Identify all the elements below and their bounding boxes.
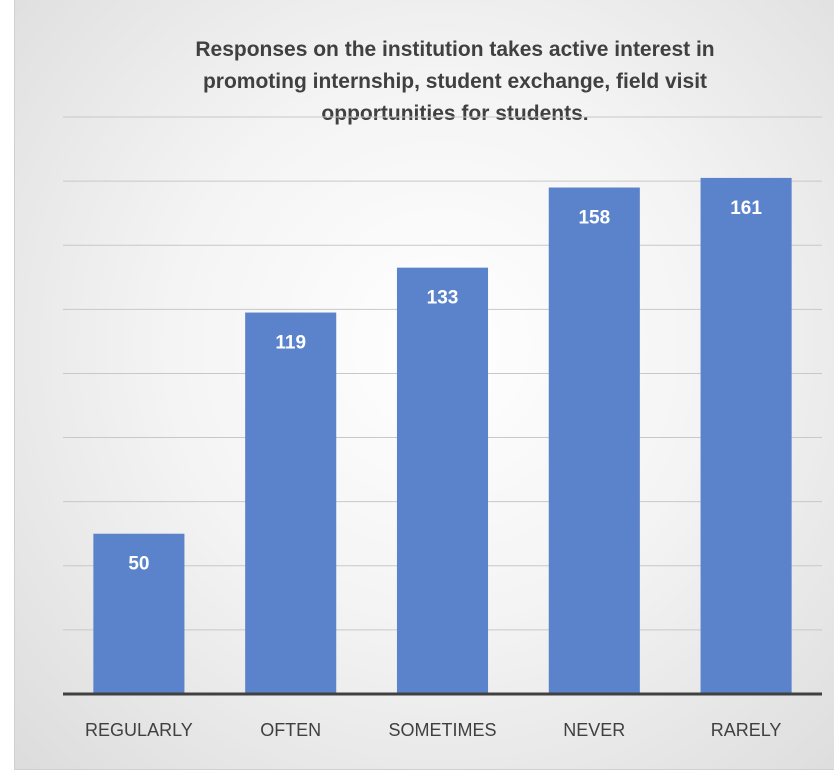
x-tick-label-regularly: REGULARLY bbox=[85, 720, 193, 740]
data-label-never: 158 bbox=[578, 208, 610, 229]
x-tick-label-rarely: RARELY bbox=[711, 720, 782, 740]
data-label-often: 119 bbox=[275, 333, 306, 354]
data-label-sometimes: 133 bbox=[427, 288, 459, 309]
x-tick-labels: REGULARLY OFTEN SOMETIMES NEVER RARELY bbox=[85, 720, 781, 740]
bar-sometimes bbox=[396, 267, 489, 694]
bar-regularly bbox=[93, 533, 185, 694]
bar-rarely bbox=[700, 177, 792, 695]
bars: 50 119 133 158 161 bbox=[93, 177, 792, 695]
x-tick-label-never: NEVER bbox=[563, 720, 625, 740]
bar-never bbox=[548, 187, 640, 694]
x-tick-label-often: OFTEN bbox=[260, 720, 321, 740]
bar-often bbox=[245, 312, 337, 694]
x-tick-label-sometimes: SOMETIMES bbox=[388, 720, 496, 740]
data-label-regularly: 50 bbox=[128, 554, 149, 575]
chart-title: Responses on the institution takes activ… bbox=[195, 38, 715, 125]
data-label-rarely: 161 bbox=[730, 198, 762, 219]
